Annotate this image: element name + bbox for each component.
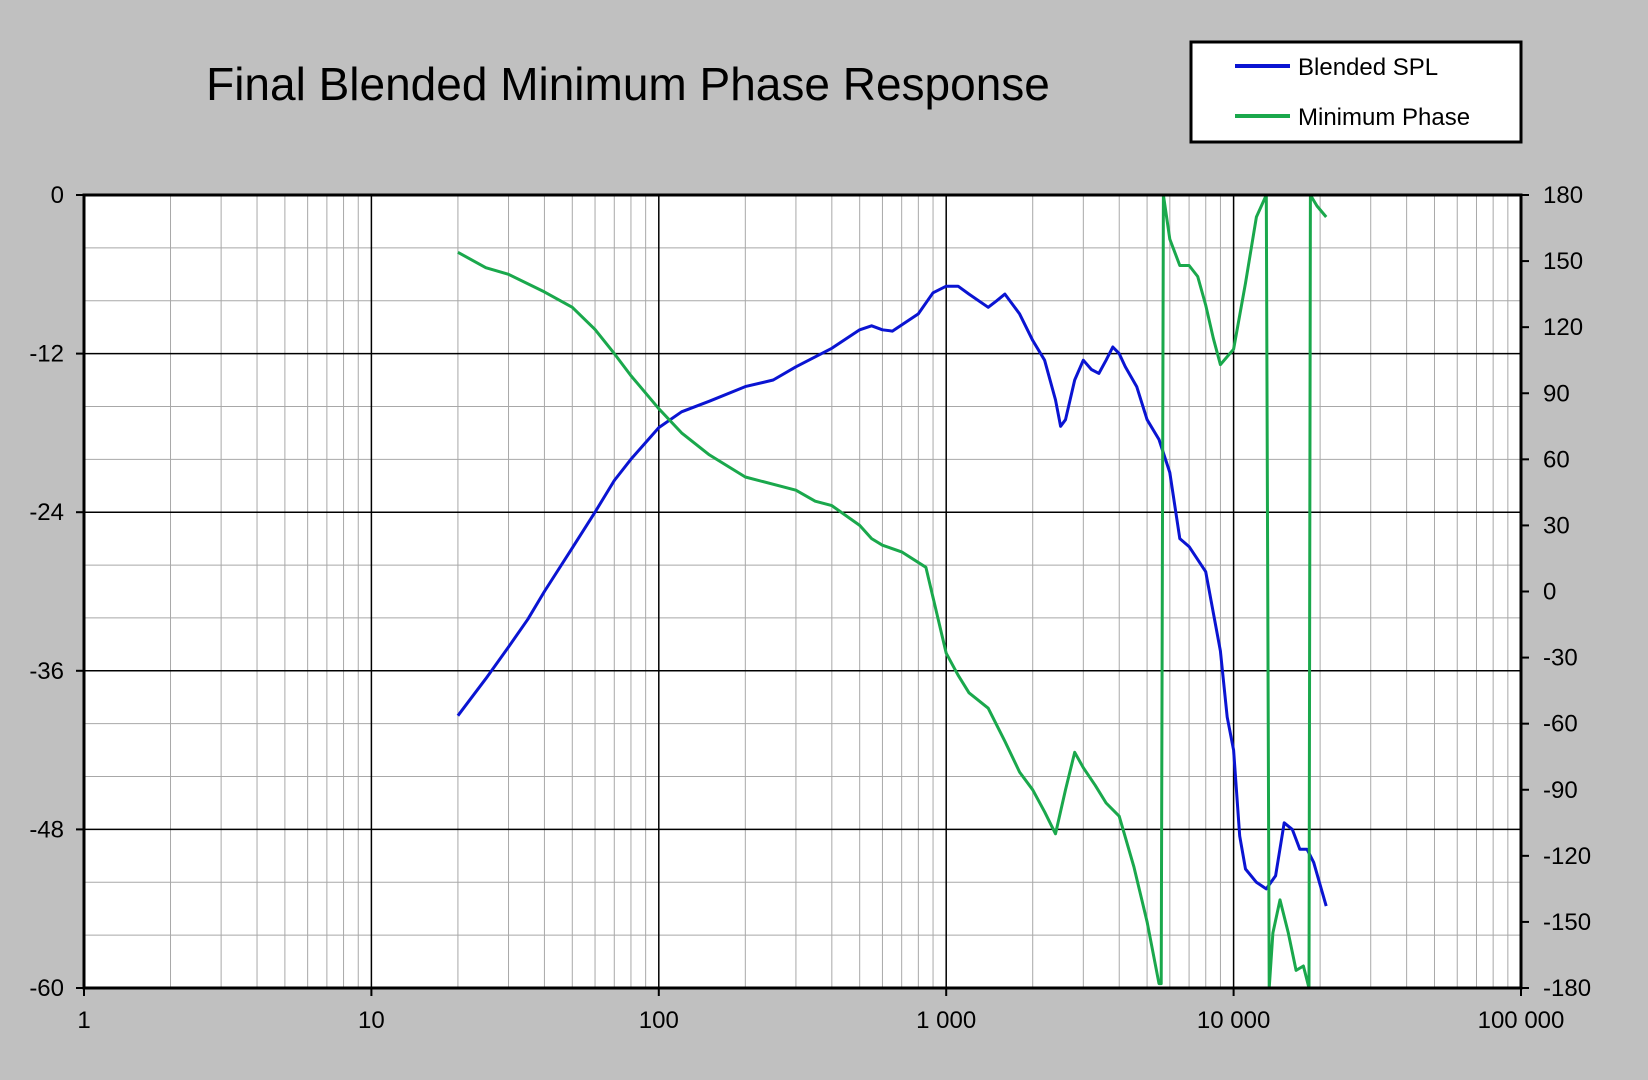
legend-box — [1189, 40, 1523, 144]
left-tick-label: -48 — [29, 816, 64, 843]
series-line-blended-spl — [456, 284, 1328, 907]
left-tick-label: -60 — [29, 975, 64, 1002]
legend-label-blended-spl: Blended SPL — [1298, 54, 1438, 81]
right-tick-label: -150 — [1543, 909, 1591, 936]
x-tick-label: 1 000 — [916, 1007, 976, 1034]
left-tick-label: -36 — [29, 658, 64, 685]
right-tick-label: 120 — [1543, 314, 1583, 341]
axis-ticks: 1 10 100 1 000 10 000 100 000 0 -12 -24 -36 -48 -60… — [29, 182, 1591, 1034]
right-tick-label: -30 — [1543, 645, 1578, 672]
x-tick-label: 100 — [639, 1007, 679, 1034]
x-tick-label: 10 000 — [1197, 1007, 1270, 1034]
right-tick-label: 0 — [1543, 579, 1556, 606]
chart-title: Final Blended Minimum Phase Response — [206, 58, 1050, 110]
right-tick-label: -60 — [1543, 711, 1578, 738]
right-tick-label: 30 — [1543, 512, 1570, 539]
legend-label-minimum-phase: Minimum Phase — [1298, 104, 1470, 131]
right-tick-label: 60 — [1543, 446, 1570, 473]
left-tick-label: -12 — [29, 341, 64, 368]
x-tick-label: 10 — [358, 1007, 385, 1034]
right-tick-label: 150 — [1543, 248, 1583, 275]
right-tick-label: -180 — [1543, 975, 1591, 1002]
left-tick-label: -24 — [29, 499, 64, 526]
right-tick-label: -120 — [1543, 843, 1591, 870]
x-tick-label: 100 000 — [1478, 1007, 1565, 1034]
x-tick-label: 1 — [77, 1007, 90, 1034]
right-tick-label: -90 — [1543, 777, 1578, 804]
left-tick-label: 0 — [51, 182, 64, 209]
right-tick-label: 90 — [1543, 380, 1570, 407]
right-tick-label: 180 — [1543, 182, 1583, 209]
legend: Blended SPL Minimum Phase — [1189, 40, 1523, 144]
plot-area — [84, 195, 1521, 988]
